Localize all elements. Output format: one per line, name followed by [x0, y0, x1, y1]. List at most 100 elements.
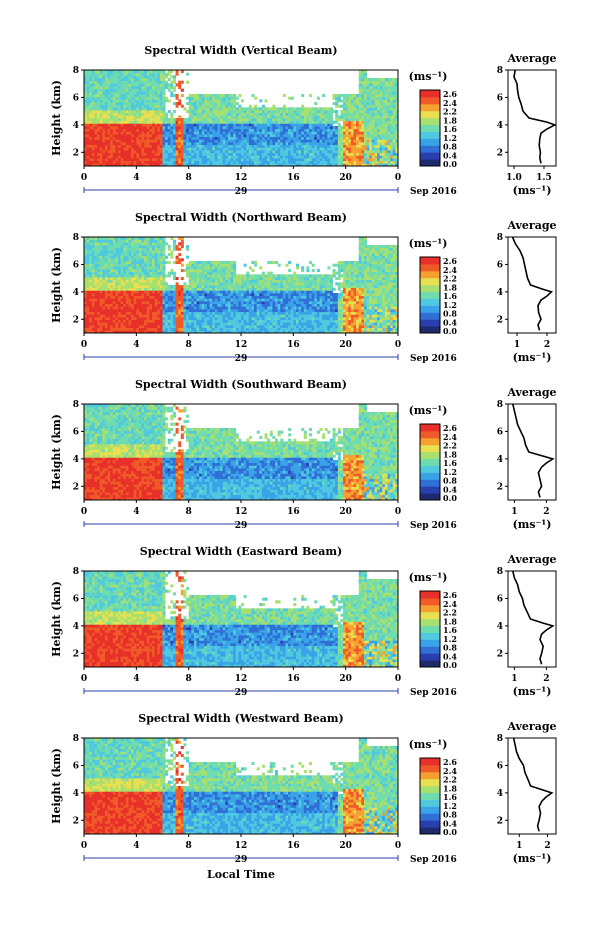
heatmap-cell: [107, 99, 111, 103]
heatmap-cell: [107, 155, 111, 159]
heatmap-cell: [275, 112, 279, 116]
heatmap-cell: [180, 94, 184, 98]
heatmap-cell: [84, 303, 88, 307]
heatmap-cell: [201, 279, 205, 283]
heatmap-cell: [84, 242, 88, 246]
heatmap-cell: [128, 123, 132, 127]
heatmap-cell: [112, 152, 116, 156]
heatmap-cell: [225, 104, 229, 108]
heatmap-cell: [115, 102, 119, 106]
heatmap-cell: [157, 126, 161, 130]
heatmap-cell: [348, 152, 352, 156]
heatmap-cell: [193, 266, 197, 270]
heatmap-cell: [353, 123, 357, 127]
heatmap-cell: [314, 158, 318, 162]
heatmap-cell: [275, 163, 279, 167]
heatmap-cell: [371, 163, 375, 167]
heatmap-cell: [112, 237, 116, 241]
heatmap-cell: [356, 144, 360, 148]
heatmap-cell: [222, 104, 226, 108]
heatmap-cell: [91, 104, 95, 108]
heatmap-cell: [152, 102, 156, 106]
heatmap-cell: [118, 274, 122, 278]
heatmap-cell: [107, 293, 111, 297]
heatmap-cell: [159, 317, 163, 321]
heatmap-cell: [99, 160, 103, 164]
heatmap-cell: [387, 99, 391, 103]
heatmap-cell: [384, 123, 388, 127]
heatmap-cell: [133, 239, 137, 243]
heatmap-cell: [146, 102, 150, 106]
heatmap-cell: [97, 274, 101, 278]
heatmap-cell: [152, 261, 156, 265]
heatmap-cell: [343, 131, 347, 135]
heatmap-cell: [172, 128, 176, 132]
heatmap-cell: [327, 128, 331, 132]
heatmap-cell: [180, 330, 184, 334]
heatmap-cell: [392, 104, 396, 108]
heatmap-cell: [136, 319, 140, 323]
heatmap-cell: [280, 147, 284, 151]
heatmap-cell: [390, 118, 394, 122]
heatmap-cell: [227, 142, 231, 146]
heatmap-cell: [165, 298, 169, 302]
heatmap-cell: [172, 131, 176, 135]
heatmap-cell: [107, 285, 111, 289]
heatmap-cell: [157, 118, 161, 122]
heatmap-cell: [206, 94, 210, 98]
heatmap-cell: [267, 131, 271, 135]
heatmap-cell: [348, 134, 352, 138]
heatmap-cell: [196, 261, 200, 265]
heatmap-cell: [138, 237, 142, 241]
heatmap-cell: [379, 78, 383, 82]
heatmap-cell: [303, 152, 307, 156]
heatmap-cell: [97, 78, 101, 82]
heatmap-cell: [152, 242, 156, 246]
heatmap-cell: [97, 104, 101, 108]
heatmap-cell: [159, 160, 163, 164]
heatmap-cell: [358, 110, 362, 114]
heatmap-cell: [86, 247, 90, 251]
heatmap-cell: [123, 136, 127, 140]
heatmap-cell: [86, 128, 90, 132]
heatmap-cell: [191, 139, 195, 143]
heatmap-cell: [319, 126, 323, 130]
heatmap-cell: [131, 322, 135, 326]
heatmap-cell: [86, 144, 90, 148]
heatmap-cell: [395, 91, 399, 95]
heatmap-cell: [196, 327, 200, 331]
heatmap-cell: [353, 144, 357, 148]
heatmap-cell: [186, 287, 190, 291]
heatmap-cell: [112, 266, 116, 270]
heatmap-cell: [141, 70, 145, 74]
heatmap-cell: [118, 102, 122, 106]
heatmap-cell: [112, 70, 116, 74]
heatmap-cell: [178, 155, 182, 159]
heatmap-cell: [319, 134, 323, 138]
heatmap-cell: [120, 72, 124, 76]
heatmap-cell: [264, 158, 268, 162]
heatmap-cell: [128, 298, 132, 302]
heatmap-cell: [196, 282, 200, 286]
heatmap-cell: [97, 303, 101, 307]
heatmap-cell: [97, 160, 101, 164]
heatmap-cell: [89, 245, 93, 249]
heatmap-cell: [212, 128, 216, 132]
heatmap-cell: [201, 293, 205, 297]
heatmap-cell: [157, 142, 161, 146]
heatmap-cell: [115, 163, 119, 167]
heatmap-cell: [186, 314, 190, 318]
heatmap-cell: [227, 99, 231, 103]
heatmap-cell: [358, 163, 362, 167]
heatmap-cell: [144, 317, 148, 321]
heatmap-cell: [316, 142, 320, 146]
heatmap-cell: [89, 163, 93, 167]
heatmap-cell: [138, 88, 142, 92]
heatmap-cell: [277, 128, 281, 132]
heatmap-cell: [188, 139, 192, 143]
heatmap-cell: [204, 306, 208, 310]
heatmap-cell: [170, 115, 174, 119]
heatmap-cell: [358, 131, 362, 135]
heatmap-cell: [89, 152, 93, 156]
heatmap-cell: [201, 263, 205, 267]
